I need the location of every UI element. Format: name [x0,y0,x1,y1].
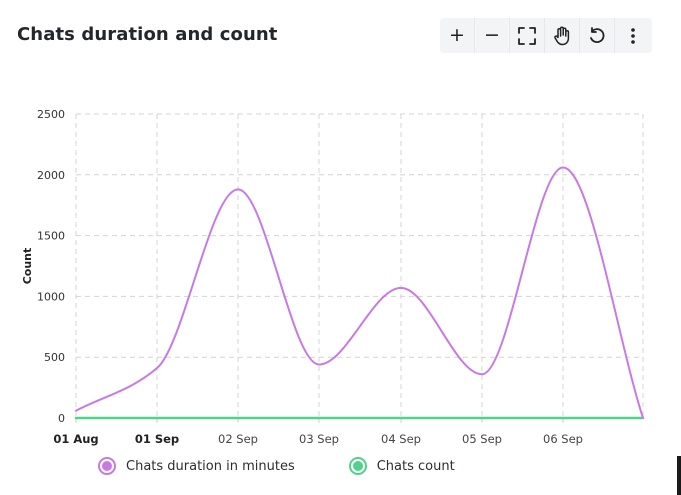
y-tick-label: 2500 [37,108,65,121]
x-tick-label: 01 Aug [53,432,98,446]
x-tick-label: 06 Sep [543,432,583,446]
kebab-menu-icon [630,27,635,44]
legend-item-count[interactable]: Chats count [348,457,455,475]
pan-button[interactable] [545,18,580,53]
chart-grid [75,113,644,419]
y-tick-label: 1000 [37,290,65,303]
fit-view-button[interactable] [510,18,545,53]
y-tick-label: 1500 [37,230,65,243]
hand-icon [553,26,569,45]
y-tick-label: 2000 [37,169,65,182]
y-axis-label: Count [21,248,34,285]
legend-marker-duration [98,457,116,475]
zoom-out-button[interactable]: − [475,18,510,53]
undo-icon [590,26,605,43]
chart-toolbar: + − [440,18,652,53]
chart-title: Chats duration and count [17,24,278,45]
menu-button[interactable] [615,18,650,53]
reset-button[interactable] [580,18,615,53]
x-tick-label: 04 Sep [381,432,421,446]
series-line-duration [75,166,644,419]
chart-legend: Chats duration in minutes Chats count [98,457,509,475]
legend-label-duration: Chats duration in minutes [126,458,295,474]
y-tick-label: 500 [44,351,65,364]
chart-axes: 0 500 1000 1500 2000 2500 01 Aug 01 Sep 02 Sep 03… [21,108,583,446]
plus-icon: + [449,24,465,46]
x-tick-label: 01 Sep [135,432,179,446]
legend-marker-count [348,457,367,475]
x-tick-label: 03 Sep [299,432,339,446]
chart-series [74,166,645,420]
legend-label-count: Chats count [376,458,455,474]
x-tick-label: 02 Sep [218,432,258,446]
minus-icon: − [484,24,500,46]
scrollbar-thumb[interactable] [677,456,681,495]
legend-item-duration[interactable]: Chats duration in minutes [98,457,295,475]
x-tick-label: 05 Sep [462,432,502,446]
zoom-in-button[interactable]: + [440,18,475,53]
y-tick-label: 0 [58,412,65,425]
frame-icon [518,26,536,45]
